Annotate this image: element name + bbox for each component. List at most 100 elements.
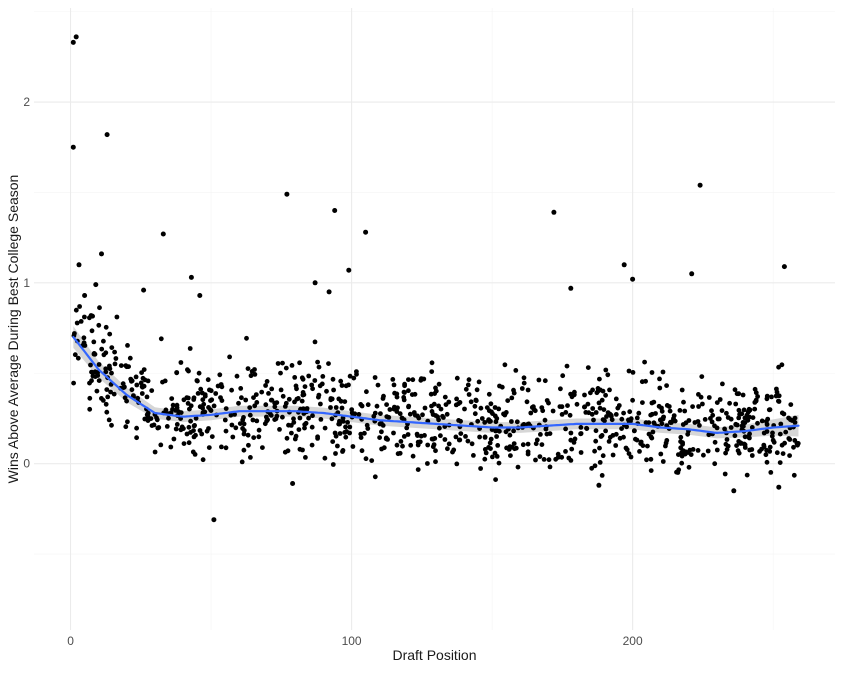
data-point — [394, 394, 400, 400]
data-point — [187, 406, 192, 412]
data-point — [160, 379, 165, 385]
data-point — [112, 361, 118, 367]
data-point — [714, 400, 720, 405]
data-point — [141, 367, 147, 372]
data-point — [208, 407, 213, 412]
data-point — [191, 423, 197, 429]
data-point — [109, 370, 114, 376]
data-point — [272, 404, 278, 410]
data-point — [346, 267, 352, 273]
data-point — [702, 417, 708, 422]
data-point — [528, 410, 534, 416]
data-point — [536, 377, 542, 383]
data-point — [486, 417, 492, 422]
data-point — [256, 434, 262, 440]
data-point — [292, 399, 297, 405]
data-point — [626, 368, 632, 374]
data-point — [731, 488, 737, 494]
data-point — [542, 378, 548, 384]
data-point — [280, 360, 285, 366]
data-point — [606, 439, 612, 444]
data-point — [129, 387, 135, 393]
data-point — [646, 420, 652, 425]
data-point — [338, 398, 344, 404]
data-point — [493, 428, 499, 434]
data-point — [679, 387, 685, 393]
data-point — [469, 441, 475, 447]
data-point — [736, 407, 742, 413]
data-point — [406, 377, 411, 382]
data-point — [310, 386, 315, 392]
data-point — [568, 391, 573, 397]
data-point — [337, 431, 343, 436]
data-point — [158, 442, 164, 448]
data-point — [303, 455, 308, 460]
data-point — [263, 402, 269, 408]
x-axis-label: Draft Position — [392, 647, 476, 663]
data-point — [764, 393, 770, 399]
data-point — [286, 396, 292, 402]
data-point — [578, 425, 584, 430]
data-point — [679, 453, 685, 459]
data-point — [96, 362, 102, 367]
data-point — [202, 393, 208, 399]
data-point — [514, 419, 520, 425]
data-point — [667, 408, 673, 414]
data-point — [326, 289, 332, 295]
data-point — [446, 441, 452, 447]
data-point — [391, 430, 396, 436]
data-point — [264, 418, 270, 424]
data-point — [179, 424, 185, 430]
data-point — [92, 374, 98, 379]
data-point — [433, 413, 439, 418]
data-point — [134, 435, 140, 441]
data-point — [398, 439, 404, 444]
data-point — [109, 422, 114, 428]
data-point — [568, 430, 574, 436]
data-point — [229, 422, 235, 428]
data-point — [494, 434, 499, 439]
data-point — [73, 34, 79, 40]
data-point — [776, 484, 782, 490]
data-point — [791, 472, 797, 478]
data-point — [191, 397, 197, 402]
data-point — [750, 415, 756, 420]
data-point — [594, 390, 600, 396]
data-point — [76, 262, 82, 268]
data-point — [191, 428, 196, 433]
data-point — [473, 398, 479, 404]
y-axis-label: Wins Above Average During Best College S… — [5, 175, 21, 484]
data-point — [169, 396, 175, 401]
data-point — [600, 388, 606, 394]
data-point — [75, 355, 81, 361]
data-point — [302, 425, 307, 431]
data-point — [365, 402, 371, 408]
data-point — [679, 460, 685, 466]
data-point — [764, 422, 770, 427]
data-point — [442, 437, 448, 442]
data-point — [330, 376, 336, 382]
data-point — [658, 451, 664, 457]
data-point — [251, 435, 257, 440]
data-point — [774, 389, 780, 395]
data-point — [767, 449, 773, 454]
data-point — [631, 428, 637, 434]
data-point — [671, 416, 676, 421]
data-point — [289, 363, 295, 368]
data-point — [232, 412, 238, 417]
data-point — [320, 374, 326, 379]
data-point — [722, 471, 728, 477]
data-point — [109, 345, 115, 350]
data-point — [241, 431, 247, 437]
data-point — [359, 448, 365, 454]
data-point — [128, 376, 134, 382]
data-point — [465, 382, 471, 388]
data-point — [364, 389, 369, 395]
data-point — [471, 453, 476, 458]
data-point — [492, 405, 498, 410]
data-point — [223, 428, 229, 434]
data-point — [195, 391, 201, 396]
data-point — [246, 442, 251, 448]
y-tick-label: 1 — [23, 276, 30, 290]
data-point — [650, 429, 656, 435]
